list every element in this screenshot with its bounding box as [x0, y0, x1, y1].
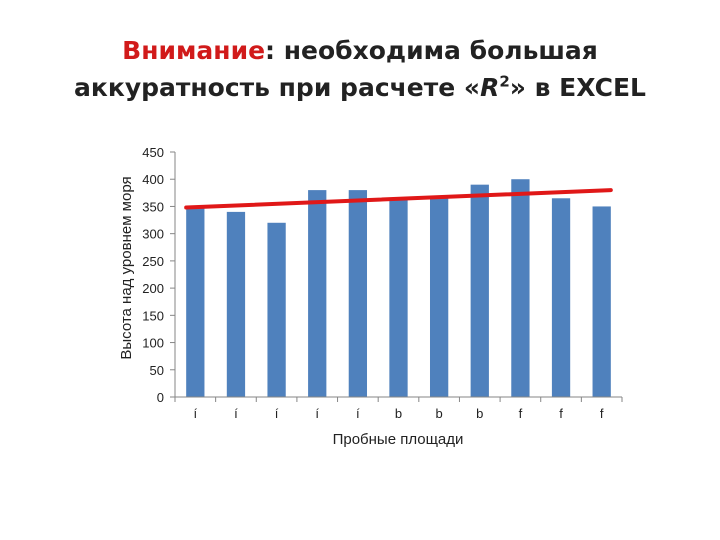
bar: [511, 179, 530, 397]
y-tick-label: 200: [142, 281, 164, 296]
bar: [592, 206, 611, 397]
x-tick-label: f: [519, 406, 523, 421]
title-line-1: Внимание: необходима большая: [0, 32, 720, 69]
bar: [308, 190, 327, 397]
title-r-variable: R: [480, 73, 500, 102]
x-tick-label: b: [476, 406, 483, 421]
y-tick-label: 350: [142, 199, 164, 214]
x-tick-label: í: [194, 406, 198, 421]
axes: [174, 152, 622, 398]
y-tick-label: 50: [150, 363, 164, 378]
bar: [429, 198, 449, 397]
title-line-2: аккуратность при расчете «R2» в EXCEL: [0, 69, 720, 106]
y-tick-label: 250: [142, 254, 164, 269]
bar: [226, 211, 246, 397]
trendline: [184, 188, 613, 210]
y-axis-title-group: Высота над уровнем моря: [118, 176, 135, 359]
bar: [470, 184, 489, 397]
title-line2-post: » в EXCEL: [509, 73, 646, 102]
bar: [348, 190, 368, 397]
y-tick-label: 450: [142, 145, 164, 160]
x-tick-label: í: [356, 406, 360, 421]
x-tick-label: f: [600, 406, 604, 421]
y-tick-labels: 0 50 100 150 200 250 300 350 400 450: [142, 145, 175, 405]
bar: [389, 198, 408, 397]
bar: [551, 198, 571, 397]
x-tick-label: b: [395, 406, 402, 421]
x-tick-label: í: [275, 406, 279, 421]
y-tick-label: 0: [157, 390, 164, 405]
title-line2-pre: аккуратность при расчете «: [74, 73, 481, 102]
x-tick-label: f: [559, 406, 563, 421]
title-accent-word: Внимание: [122, 36, 266, 65]
y-tick-label: 300: [142, 227, 164, 242]
x-tick-label: í: [315, 406, 319, 421]
bar: [267, 222, 286, 397]
trendline-group: [184, 188, 613, 210]
title-rest: : необходима большая: [265, 36, 598, 65]
y-axis-title: Высота над уровнем моря: [118, 176, 135, 359]
y-tick-label: 100: [142, 336, 164, 351]
x-tick-label: b: [436, 406, 443, 421]
y-tick-label: 400: [142, 172, 164, 187]
bar: [186, 206, 205, 397]
bars: [186, 179, 611, 397]
y-tick-label: 150: [142, 308, 164, 323]
title-superscript: 2: [499, 72, 510, 91]
slide-title: Внимание: необходима большая аккуратност…: [0, 32, 720, 106]
x-axis-title: Пробные площади: [333, 431, 464, 448]
x-tick-label: í: [234, 406, 238, 421]
